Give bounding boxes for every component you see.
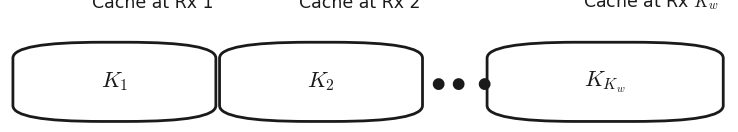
Text: $K_{K_w}$: $K_{K_w}$: [584, 69, 626, 95]
FancyBboxPatch shape: [220, 42, 422, 121]
Text: $K_1$: $K_1$: [100, 70, 128, 93]
FancyBboxPatch shape: [13, 42, 215, 121]
Text: $K_2$: $K_2$: [307, 70, 335, 93]
Text: Cache at Rx 2: Cache at Rx 2: [299, 0, 421, 12]
Text: Cache at Rx 1: Cache at Rx 1: [92, 0, 214, 12]
Text: $\bullet\bullet\bullet$: $\bullet\bullet\bullet$: [430, 67, 492, 96]
Text: Cache at Rx $K_w$: Cache at Rx $K_w$: [583, 0, 719, 12]
FancyBboxPatch shape: [487, 42, 723, 121]
